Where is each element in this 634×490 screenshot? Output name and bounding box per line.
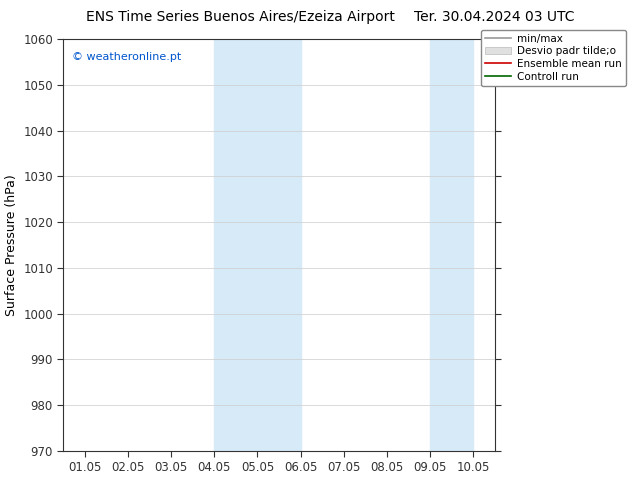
Text: © weatheronline.pt: © weatheronline.pt — [72, 51, 181, 62]
Bar — [430, 39, 473, 451]
Text: ENS Time Series Buenos Aires/Ezeiza Airport: ENS Time Series Buenos Aires/Ezeiza Airp… — [86, 10, 396, 24]
Y-axis label: Surface Pressure (hPa): Surface Pressure (hPa) — [4, 174, 18, 316]
Bar — [214, 39, 301, 451]
Legend: min/max, Desvio padr tilde;o, Ensemble mean run, Controll run: min/max, Desvio padr tilde;o, Ensemble m… — [481, 30, 626, 86]
Text: Ter. 30.04.2024 03 UTC: Ter. 30.04.2024 03 UTC — [414, 10, 575, 24]
